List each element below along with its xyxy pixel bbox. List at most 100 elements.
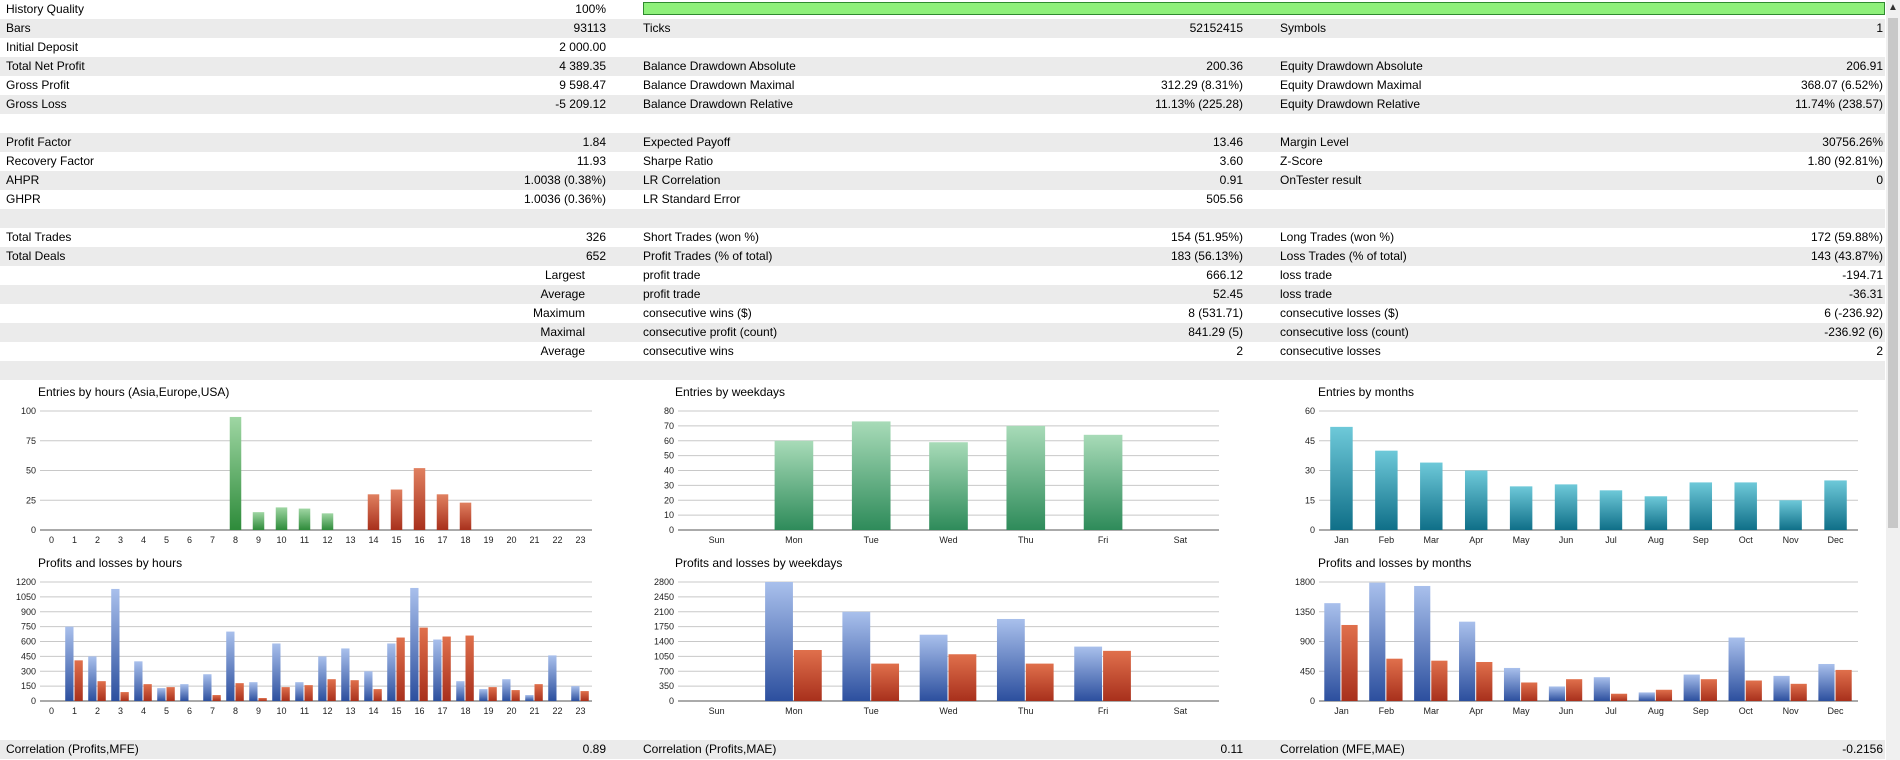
profit-bar: [1548, 686, 1566, 701]
loss-bar: [488, 687, 497, 701]
loss-bar: [1700, 679, 1717, 701]
profit-bar: [88, 656, 97, 701]
y-tick-label: 30: [1305, 466, 1315, 476]
y-tick-label: 0: [669, 525, 674, 535]
vertical-scrollbar[interactable]: ▲: [1886, 0, 1900, 760]
profit-bar: [180, 684, 189, 701]
x-tick-label: 6: [187, 706, 192, 716]
x-tick-label: 18: [460, 535, 470, 545]
x-tick-label: Oct: [1739, 706, 1754, 716]
stat-group-label: Maximal: [540, 325, 585, 339]
entries-bar: [1599, 490, 1623, 530]
stat-group-label: Average: [540, 344, 585, 358]
stat-value: 0: [1876, 173, 1883, 187]
stat-label: Equity Drawdown Maximal: [1280, 78, 1422, 92]
stats-row: Initial Deposit 2 000.00: [0, 38, 1885, 57]
stat-label: Balance Drawdown Relative: [643, 97, 794, 111]
entries-bar: [1779, 500, 1802, 530]
correlation-value: 0.11: [1220, 742, 1243, 756]
stats-row: Total Trades 326 Short Trades (won %) 154 (…: [0, 228, 1885, 247]
chart-title: Profits and losses by weekdays: [675, 556, 843, 570]
x-tick-label: Jan: [1334, 706, 1349, 716]
y-tick-label: 50: [26, 466, 36, 476]
stat-value: -236.92 (6): [1824, 325, 1883, 339]
profit-bar: [479, 689, 488, 701]
x-tick-label: Aug: [1648, 706, 1664, 716]
profit-bar: [456, 681, 465, 701]
stat-value: 52.45: [1212, 287, 1243, 301]
chart-profits-losses-by-weekdays: Profits and losses by weekdays 0 350 700 10…: [637, 556, 1257, 724]
entries-bar: [252, 512, 265, 530]
y-tick-label: 300: [21, 666, 36, 676]
scrollbar-thumb[interactable]: [1888, 18, 1898, 528]
x-tick-label: Jun: [1559, 706, 1574, 716]
profit-bar: [1728, 637, 1745, 701]
x-tick-label: Apr: [1469, 535, 1483, 545]
x-tick-label: Mon: [785, 535, 803, 545]
x-tick-label: 17: [437, 706, 447, 716]
stat-label: Sharpe Ratio: [643, 154, 714, 168]
stat-value: 200.36: [1206, 59, 1243, 73]
x-tick-label: 2: [95, 535, 100, 545]
entries-bar: [390, 489, 403, 530]
stat-label: LR Standard Error: [643, 192, 741, 206]
x-tick-label: Jan: [1334, 535, 1349, 545]
stat-value: 9 598.47: [559, 78, 606, 92]
stat-value: 1.0038 (0.38%): [523, 173, 606, 187]
stat-label: consecutive losses ($): [1280, 306, 1399, 320]
loss-bar: [235, 683, 244, 701]
profit-bar: [1638, 692, 1655, 701]
stat-value: 8 (531.71): [1188, 306, 1243, 320]
loss-bar: [793, 650, 822, 701]
chart-title: Entries by weekdays: [675, 385, 786, 399]
stat-label: Total Trades: [6, 230, 72, 244]
loss-bar: [1476, 661, 1493, 701]
stat-value: 2: [1876, 344, 1883, 358]
stat-label: Bars: [6, 21, 31, 35]
stat-value: 154 (51.95%): [1170, 230, 1243, 244]
stat-label: Profit Factor: [6, 135, 72, 149]
y-tick-label: 0: [669, 696, 674, 706]
profit-bar: [203, 674, 212, 701]
x-tick-label: 9: [256, 706, 261, 716]
stat-value: 0.91: [1219, 173, 1243, 187]
stat-label: OnTester result: [1280, 173, 1362, 187]
stat-label: consecutive wins ($): [643, 306, 752, 320]
loss-bar: [465, 635, 474, 701]
entries-bar: [851, 421, 891, 530]
stats-row: [0, 114, 1885, 133]
x-tick-label: Aug: [1648, 535, 1664, 545]
stats-row: Average profit trade 52.45 loss trade -36.31: [0, 285, 1885, 304]
stats-row: [0, 209, 1885, 228]
loss-bar: [1790, 683, 1807, 701]
stat-label: Long Trades (won %): [1280, 230, 1395, 244]
x-tick-label: Sat: [1174, 535, 1188, 545]
x-tick-label: Fri: [1098, 706, 1109, 716]
x-tick-label: 1: [72, 535, 77, 545]
stat-label: Expected Payoff: [643, 135, 731, 149]
loss-bar: [442, 636, 451, 701]
x-tick-label: 4: [141, 706, 146, 716]
stats-row: Maximum consecutive wins ($) 8 (531.71) con…: [0, 304, 1885, 323]
loss-bar: [534, 684, 543, 701]
stat-value: -36.31: [1848, 287, 1883, 301]
x-tick-label: Sep: [1693, 706, 1709, 716]
correlation-label: Correlation (Profits,MFE): [6, 742, 139, 756]
entries-bar: [436, 494, 449, 530]
x-tick-label: 22: [552, 706, 562, 716]
x-tick-label: Apr: [1469, 706, 1483, 716]
x-tick-label: 0: [49, 706, 54, 716]
stat-value: 183 (56.13%): [1170, 249, 1243, 263]
stat-value: 6 (-236.92): [1824, 306, 1883, 320]
y-tick-label: 1400: [654, 637, 674, 647]
stat-label: consecutive profit (count): [643, 325, 778, 339]
scroll-up-icon[interactable]: ▲: [1888, 2, 1898, 13]
profit-bar: [387, 643, 396, 701]
stat-value: 30756.26%: [1822, 135, 1883, 149]
stat-value: 326: [585, 230, 606, 244]
stat-label: Profit Trades (% of total): [643, 249, 773, 263]
stat-value: 652: [585, 249, 606, 263]
chart-profits-losses-by-hours: Profits and losses by hours 0 150 300 450 60…: [0, 556, 620, 724]
x-tick-label: 0: [49, 535, 54, 545]
stats-row: Average consecutive wins 2 consecutive loss…: [0, 342, 1885, 361]
